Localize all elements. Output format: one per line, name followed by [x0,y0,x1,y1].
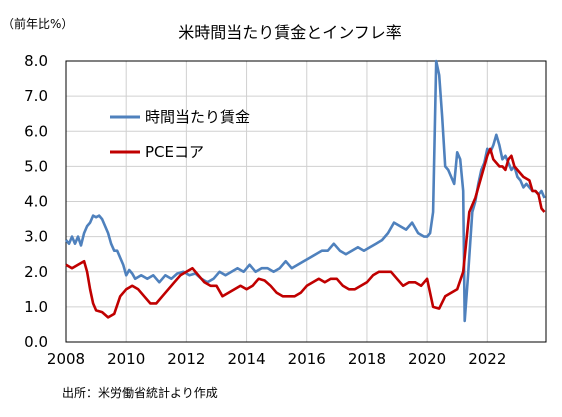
legend-label-pce: PCEコア [145,143,204,161]
legend-label-wage: 時間当たり賃金 [145,108,250,126]
grid [65,61,546,342]
series-lines [65,59,546,323]
x-tick-label: 2018 [348,350,386,368]
unit-label: （前年比%） [2,16,73,31]
y-tick-label: 7.0 [24,87,48,105]
x-tick-label: 2014 [227,350,265,368]
x-tick-label: 2010 [107,350,145,368]
x-axis: 2008 2010 2012 2014 2016 2018 2020 2022 [47,350,507,368]
x-tick-label: 2020 [408,350,446,368]
y-tick-label: 5.0 [24,157,48,175]
plot-frame [65,60,547,343]
y-tick-label: 2.0 [24,263,48,281]
y-tick-label: 6.0 [24,122,48,140]
series-line-1 [65,147,546,319]
y-tick-label: 3.0 [24,228,48,246]
y-tick-label: 8.0 [24,52,48,70]
series-line-0 [65,59,546,323]
x-tick-label: 2022 [468,350,506,368]
x-tick-label: 2012 [167,350,205,368]
y-tick-label: 0.0 [24,333,48,351]
chart-title: 米時間当たり賃金とインフレ率 [178,23,402,42]
x-tick-label: 2016 [288,350,326,368]
y-tick-label: 1.0 [24,298,48,316]
legend: 時間当たり賃金 PCEコア [110,108,250,161]
x-tick-label: 2008 [47,350,85,368]
source-note: 出所：米労働省統計より作成 [62,385,218,400]
y-tick-label: 4.0 [24,193,48,211]
y-axis: 0.0 1.0 2.0 3.0 4.0 5.0 6.0 7.0 8.0 [24,52,48,351]
